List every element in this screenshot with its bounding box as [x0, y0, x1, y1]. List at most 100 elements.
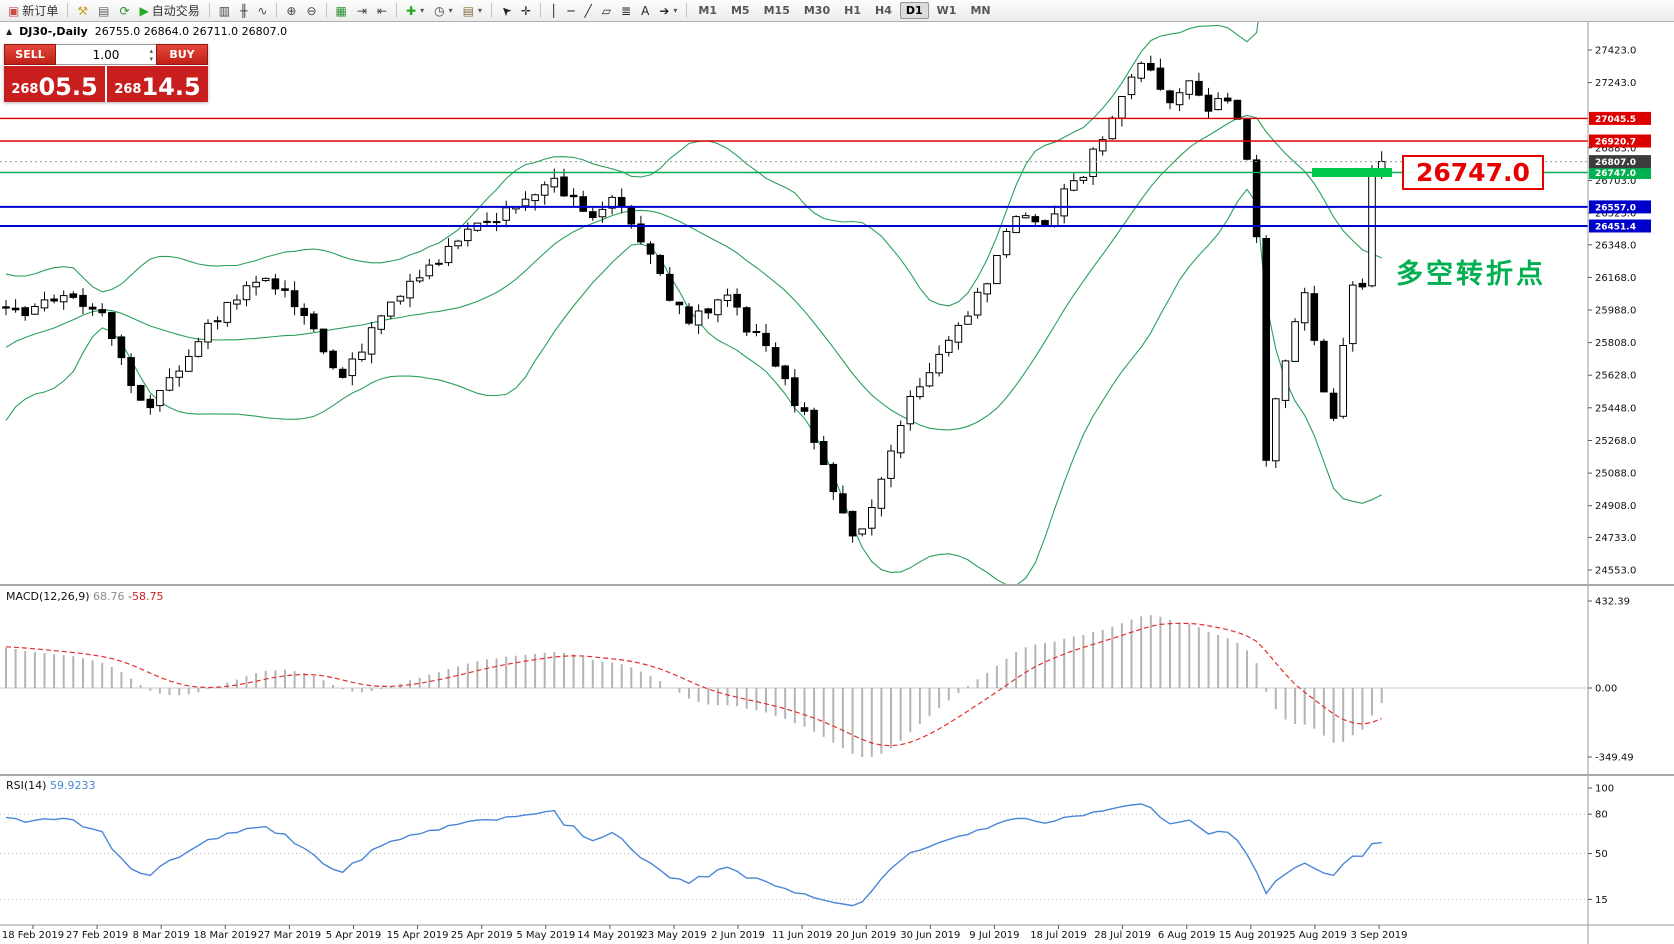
one-click-trading-panel: SELL 1.00 ▴ ▾ BUY 268 05.5 268 14.5: [4, 44, 208, 102]
date-axis-label: 18 Mar 2019: [194, 930, 257, 941]
date-axis-label: 15 Apr 2019: [387, 930, 449, 941]
date-axis-label: 18 Feb 2019: [2, 930, 64, 941]
timeframe-m5[interactable]: M5: [730, 4, 750, 17]
trendline-tool[interactable]: ╱: [581, 4, 596, 18]
toolbar-separator: [396, 3, 398, 18]
panel-divider-rsi[interactable]: [0, 774, 1674, 776]
price-scale-tick: 26348.0: [1595, 240, 1636, 251]
price-scale-tick: 25988.0: [1595, 306, 1636, 317]
chart-title: ▲ DJ30-,Daily 26755.0 26864.0 26711.0 26…: [6, 25, 287, 38]
date-axis-label: 27 Mar 2019: [258, 930, 321, 941]
timeframe-w1[interactable]: W1: [936, 4, 957, 17]
spinner-down-icon[interactable]: ▾: [149, 55, 153, 63]
timeframe-m15[interactable]: M15: [763, 4, 790, 17]
timeframe-h4[interactable]: H4: [875, 4, 892, 17]
toolbar-separator: [490, 3, 492, 18]
horizontal-line-tool[interactable]: ─: [563, 4, 578, 18]
buy-price-big-digits: 14.5: [141, 73, 201, 101]
candlestick-chart-icon[interactable]: ╫: [236, 4, 251, 18]
zoom-in-icon[interactable]: ⊕: [282, 4, 300, 18]
price-scale-tick: 26523.0: [1595, 209, 1636, 220]
bollinger-lower: [5, 188, 1382, 586]
horizontal-line-tool-glyph: ─: [567, 3, 575, 18]
price-line-label: 27045.5: [1589, 111, 1651, 125]
panel-divider-macd[interactable]: [0, 584, 1674, 586]
svg-text:26807.0: 26807.0: [1595, 158, 1636, 168]
svg-text:26920.7: 26920.7: [1595, 138, 1636, 148]
toolbar-separator: [67, 3, 69, 18]
bar-chart-icon-glyph: ▥: [218, 3, 231, 18]
buy-button[interactable]: BUY: [156, 44, 208, 65]
indicators-menu[interactable]: ✚ ▾: [402, 4, 428, 18]
macd-label: MACD(12,26,9) 68.76 -58.75: [6, 590, 164, 603]
price-line-label: 26451.4: [1589, 219, 1651, 233]
line-chart-icon-glyph: ∿: [257, 3, 268, 18]
date-axis-label: 15 Aug 2019: [1219, 930, 1283, 941]
date-axis-label: 23 May 2019: [641, 930, 706, 941]
print-icon[interactable]: ▤: [94, 4, 113, 18]
refresh-icon-glyph: ⟳: [119, 3, 130, 18]
bollinger-upper: [5, 0, 1383, 307]
timeframe-m30[interactable]: M30: [803, 4, 831, 17]
chart-shift-icon[interactable]: ⇤: [373, 4, 391, 18]
toolbox-icon[interactable]: ⚒: [73, 4, 92, 18]
text-tool[interactable]: A: [637, 4, 653, 18]
channel-tool[interactable]: ▱: [598, 4, 615, 18]
price-scale-tick: 25448.0: [1595, 403, 1636, 414]
date-axis-label: 11 Jun 2019: [772, 930, 832, 941]
line-chart-icon[interactable]: ∿: [253, 4, 271, 18]
date-axis-label: 25 Aug 2019: [1283, 930, 1347, 941]
fibonacci-tool[interactable]: ≣: [617, 4, 635, 18]
periods-menu[interactable]: ◷ ▾: [430, 4, 457, 18]
cursor-tool[interactable]: ➤: [497, 2, 515, 19]
arrows-tool[interactable]: ➔ ▾: [655, 4, 681, 18]
indicators-menu-dropdown-icon[interactable]: ▾: [420, 6, 425, 15]
volume-input[interactable]: 1.00 ▴ ▾: [56, 44, 156, 65]
timeframe-d1[interactable]: D1: [899, 2, 929, 19]
templates-menu-dropdown-icon[interactable]: ▾: [477, 6, 482, 15]
price-line-label: 26807.0: [1589, 155, 1651, 169]
rsi-value: 59.9233: [49, 779, 96, 792]
periods-menu-glyph: ◷: [434, 3, 445, 18]
tile-windows-icon[interactable]: ▦: [332, 4, 351, 18]
rsi-scale-tick: 50: [1595, 849, 1608, 860]
crosshair-tool[interactable]: ✛: [517, 4, 535, 18]
channel-tool-glyph: ▱: [601, 3, 612, 18]
price-scale-tick: 24553.0: [1595, 566, 1636, 577]
macd-histogram: [5, 615, 1383, 757]
date-axis-label: 5 May 2019: [516, 930, 575, 941]
templates-menu[interactable]: ▤ ▾: [459, 4, 486, 18]
price-callout[interactable]: 26747.0: [1402, 155, 1544, 190]
arrows-tool-glyph: ➔: [659, 3, 670, 18]
sell-price[interactable]: 268 05.5: [4, 66, 105, 102]
spinner-up-icon[interactable]: ▴: [149, 47, 153, 55]
periods-menu-dropdown-icon[interactable]: ▾: [448, 6, 453, 15]
auto-scroll-icon[interactable]: ⇥: [353, 4, 371, 18]
date-axis-label: 25 Apr 2019: [451, 930, 513, 941]
autotrade-button[interactable]: ▶ 自动交易: [136, 1, 204, 20]
volume-spinner[interactable]: ▴ ▾: [149, 47, 153, 63]
date-axis-label: 2 Jun 2019: [711, 930, 765, 941]
sell-button[interactable]: SELL: [4, 44, 56, 65]
zoom-out-icon[interactable]: ⊖: [302, 4, 320, 18]
support-highlight-segment[interactable]: [1312, 168, 1392, 177]
date-axis-label: 28 Jul 2019: [1094, 930, 1151, 941]
turning-point-note[interactable]: 多空转折点: [1396, 259, 1546, 290]
date-axis-label: 6 Aug 2019: [1158, 930, 1216, 941]
bollinger-middle: [5, 114, 1382, 431]
timeframe-m1[interactable]: M1: [698, 4, 717, 17]
refresh-icon[interactable]: ⟳: [115, 4, 133, 18]
svg-text:26747.0: 26747.0: [1595, 169, 1636, 179]
toolbar-separator: [325, 3, 327, 18]
buy-price[interactable]: 268 14.5: [107, 66, 208, 102]
timeframe-mn[interactable]: MN: [970, 4, 991, 17]
date-axis-label: 27 Feb 2019: [66, 930, 128, 941]
bar-chart-icon[interactable]: ▥: [215, 4, 234, 18]
vertical-line-tool[interactable]: │: [546, 4, 561, 18]
arrows-tool-dropdown-icon[interactable]: ▾: [673, 6, 678, 15]
macd-scale-tick: 0.00: [1595, 684, 1617, 695]
new-order-button[interactable]: ▣ 新订单: [4, 1, 62, 20]
collapse-arrow-icon[interactable]: ▲: [6, 27, 13, 36]
timeframe-h1[interactable]: H1: [844, 4, 861, 17]
